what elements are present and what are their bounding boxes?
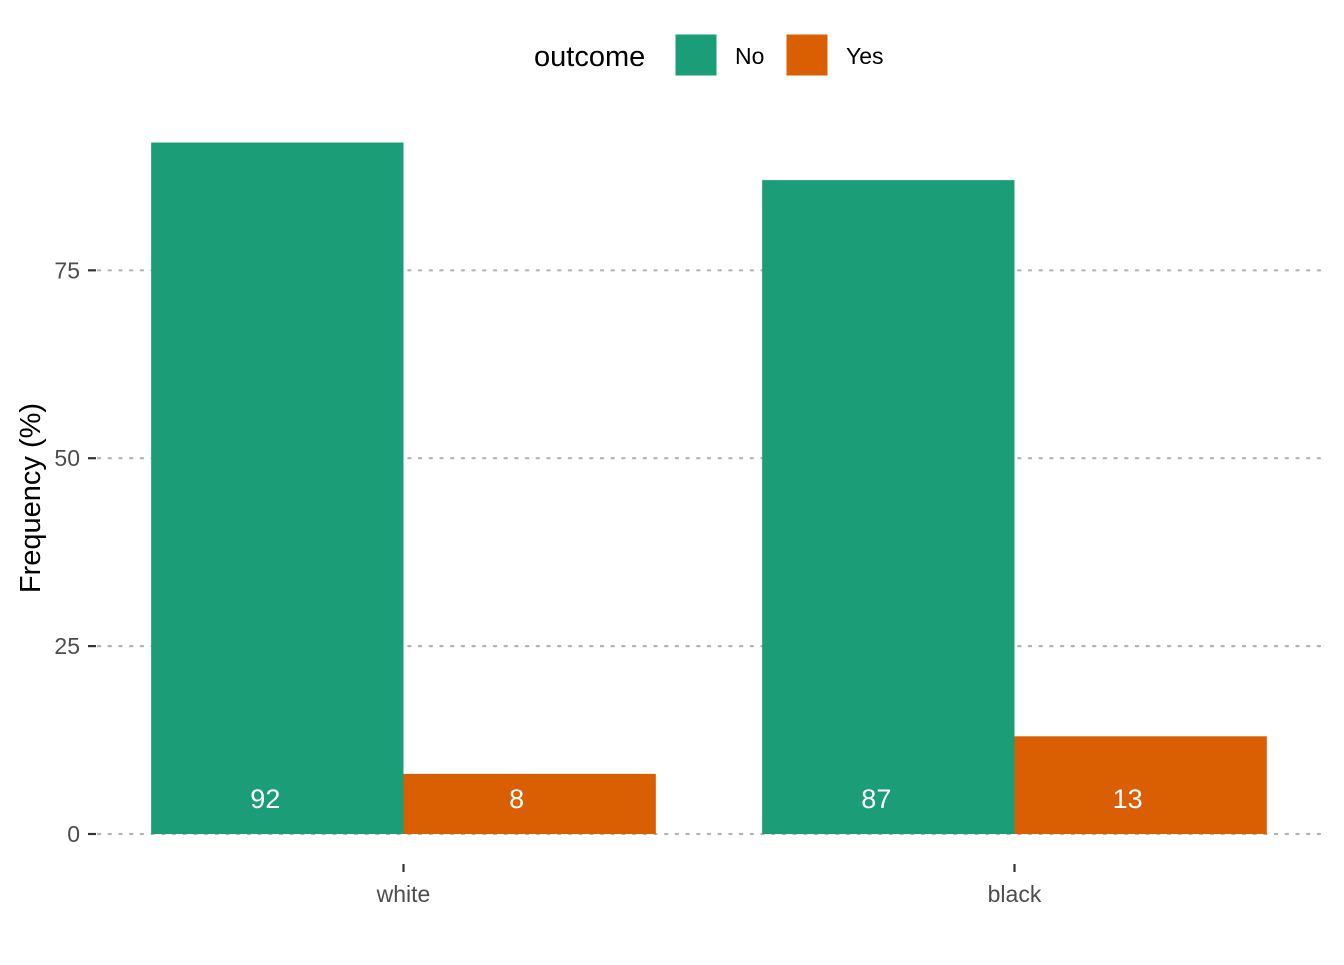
bar-white-no [151, 142, 404, 834]
bar-value-label: 87 [861, 784, 891, 814]
bars [151, 142, 1267, 834]
legend-key-yes [785, 33, 829, 77]
legend-key-no [674, 33, 718, 77]
bar-black-no [762, 180, 1015, 834]
legend-label-yes: Yes [846, 43, 884, 69]
bar-value-label: 92 [250, 784, 280, 814]
y-tick-label: 50 [54, 445, 80, 471]
y-tick-label: 75 [54, 257, 80, 283]
legend-label-no: No [735, 43, 764, 69]
legend-title: outcome [534, 41, 645, 73]
x-tick-label-black: black [988, 881, 1042, 907]
x-tick-label-white: white [376, 881, 431, 907]
y-tick-label: 25 [54, 633, 80, 659]
bar-value-label: 8 [509, 784, 524, 814]
y-tick-label: 0 [67, 821, 80, 847]
axes: 0 25 50 75 white black [54, 257, 1041, 907]
bar-labels: 92 8 87 13 [250, 784, 1142, 814]
bar-value-label: 13 [1113, 784, 1143, 814]
bar-white-yes [403, 773, 656, 834]
bar-black-yes [1014, 736, 1267, 834]
y-axis-title: Frequency (%) [15, 403, 47, 593]
legend: outcome No Yes [534, 33, 884, 77]
